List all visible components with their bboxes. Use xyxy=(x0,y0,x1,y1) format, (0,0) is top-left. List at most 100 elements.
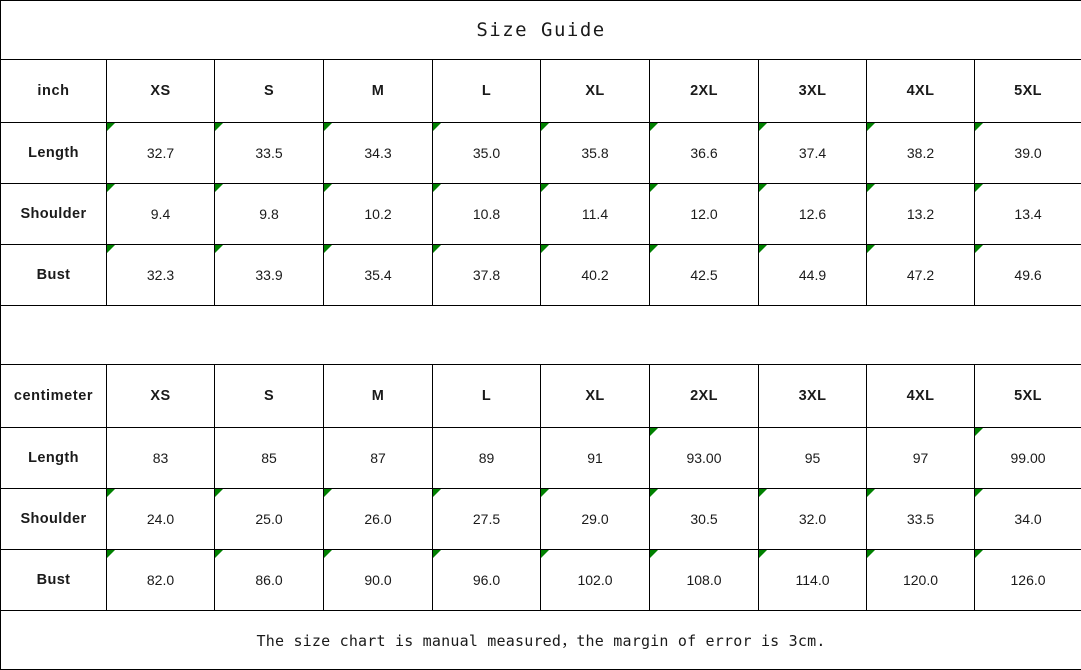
title-row: Size Guide xyxy=(1,1,1081,60)
size-header-2xl: 2XL xyxy=(650,365,759,428)
size-header-s: S xyxy=(215,60,324,123)
size-header-4xl: 4XL xyxy=(867,365,975,428)
value-cell: 97 xyxy=(867,428,975,489)
value-cell: 37.8 xyxy=(433,245,541,306)
section-spacer xyxy=(1,306,1081,365)
value-cell: 95 xyxy=(759,428,867,489)
value-cell: 47.2 xyxy=(867,245,975,306)
comment-marker-icon xyxy=(324,550,332,558)
comment-marker-icon xyxy=(759,550,767,558)
value-cell: 114.0 xyxy=(759,550,867,611)
value-cell: 9.4 xyxy=(107,184,215,245)
value-cell: 27.5 xyxy=(433,489,541,550)
value-cell: 96.0 xyxy=(433,550,541,611)
value-cell: 38.2 xyxy=(867,123,975,184)
value-cell: 89 xyxy=(433,428,541,489)
size-header-4xl: 4XL xyxy=(867,60,975,123)
value-cell: 33.9 xyxy=(215,245,324,306)
value-cell: 37.4 xyxy=(759,123,867,184)
value-cell: 11.4 xyxy=(541,184,650,245)
size-header-5xl: 5XL xyxy=(975,365,1081,428)
value-cell: 40.2 xyxy=(541,245,650,306)
section-spacer-row xyxy=(1,306,1081,365)
comment-marker-icon xyxy=(215,184,223,192)
page-title: Size Guide xyxy=(1,1,1081,60)
comment-marker-icon xyxy=(975,428,983,436)
comment-marker-icon xyxy=(867,123,875,131)
value-cell: 126.0 xyxy=(975,550,1081,611)
value-cell: 32.0 xyxy=(759,489,867,550)
value-cell: 102.0 xyxy=(541,550,650,611)
size-header-m: M xyxy=(324,365,433,428)
value-cell: 86.0 xyxy=(215,550,324,611)
comment-marker-icon xyxy=(541,489,549,497)
comment-marker-icon xyxy=(975,550,983,558)
comment-marker-icon xyxy=(541,245,549,253)
size-header-xs: XS xyxy=(107,60,215,123)
comment-marker-icon xyxy=(433,550,441,558)
size-header-5xl: 5XL xyxy=(975,60,1081,123)
comment-marker-icon xyxy=(650,123,658,131)
comment-marker-icon xyxy=(107,184,115,192)
comment-marker-icon xyxy=(324,489,332,497)
value-cell: 90.0 xyxy=(324,550,433,611)
value-cell: 32.7 xyxy=(107,123,215,184)
size-header-xs: XS xyxy=(107,365,215,428)
comment-marker-icon xyxy=(107,123,115,131)
comment-marker-icon xyxy=(975,489,983,497)
comment-marker-icon xyxy=(215,550,223,558)
value-cell: 32.3 xyxy=(107,245,215,306)
value-cell: 93.00 xyxy=(650,428,759,489)
size-header-m: M xyxy=(324,60,433,123)
value-cell: 44.9 xyxy=(759,245,867,306)
comment-marker-icon xyxy=(433,123,441,131)
size-header-l: L xyxy=(433,365,541,428)
row-label-bust: Bust xyxy=(1,245,107,306)
size-header-s: S xyxy=(215,365,324,428)
comment-marker-icon xyxy=(541,123,549,131)
value-cell: 9.8 xyxy=(215,184,324,245)
value-cell: 99.00 xyxy=(975,428,1081,489)
size-header-xl: XL xyxy=(541,365,650,428)
value-cell: 34.3 xyxy=(324,123,433,184)
value-cell: 24.0 xyxy=(107,489,215,550)
comment-marker-icon xyxy=(324,184,332,192)
row-label-shoulder: Shoulder xyxy=(1,184,107,245)
comment-marker-icon xyxy=(759,245,767,253)
value-cell: 91 xyxy=(541,428,650,489)
comment-marker-icon xyxy=(215,123,223,131)
comment-marker-icon xyxy=(650,245,658,253)
value-cell: 10.2 xyxy=(324,184,433,245)
value-cell: 120.0 xyxy=(867,550,975,611)
comment-marker-icon xyxy=(975,184,983,192)
comment-marker-icon xyxy=(650,184,658,192)
value-cell: 85 xyxy=(215,428,324,489)
value-cell: 35.0 xyxy=(433,123,541,184)
value-cell: 25.0 xyxy=(215,489,324,550)
value-cell: 12.6 xyxy=(759,184,867,245)
size-header-3xl: 3XL xyxy=(759,365,867,428)
comment-marker-icon xyxy=(324,123,332,131)
comment-marker-icon xyxy=(650,428,658,436)
comment-marker-icon xyxy=(867,489,875,497)
comment-marker-icon xyxy=(324,245,332,253)
comment-marker-icon xyxy=(975,123,983,131)
value-cell: 34.0 xyxy=(975,489,1081,550)
row-label-shoulder: Shoulder xyxy=(1,489,107,550)
unit-label-centimeter: centimeter xyxy=(1,365,107,428)
size-header-l: L xyxy=(433,60,541,123)
comment-marker-icon xyxy=(433,184,441,192)
size-header-xl: XL xyxy=(541,60,650,123)
comment-marker-icon xyxy=(433,489,441,497)
comment-marker-icon xyxy=(215,245,223,253)
comment-marker-icon xyxy=(107,550,115,558)
value-cell: 83 xyxy=(107,428,215,489)
value-cell: 33.5 xyxy=(215,123,324,184)
comment-marker-icon xyxy=(433,245,441,253)
